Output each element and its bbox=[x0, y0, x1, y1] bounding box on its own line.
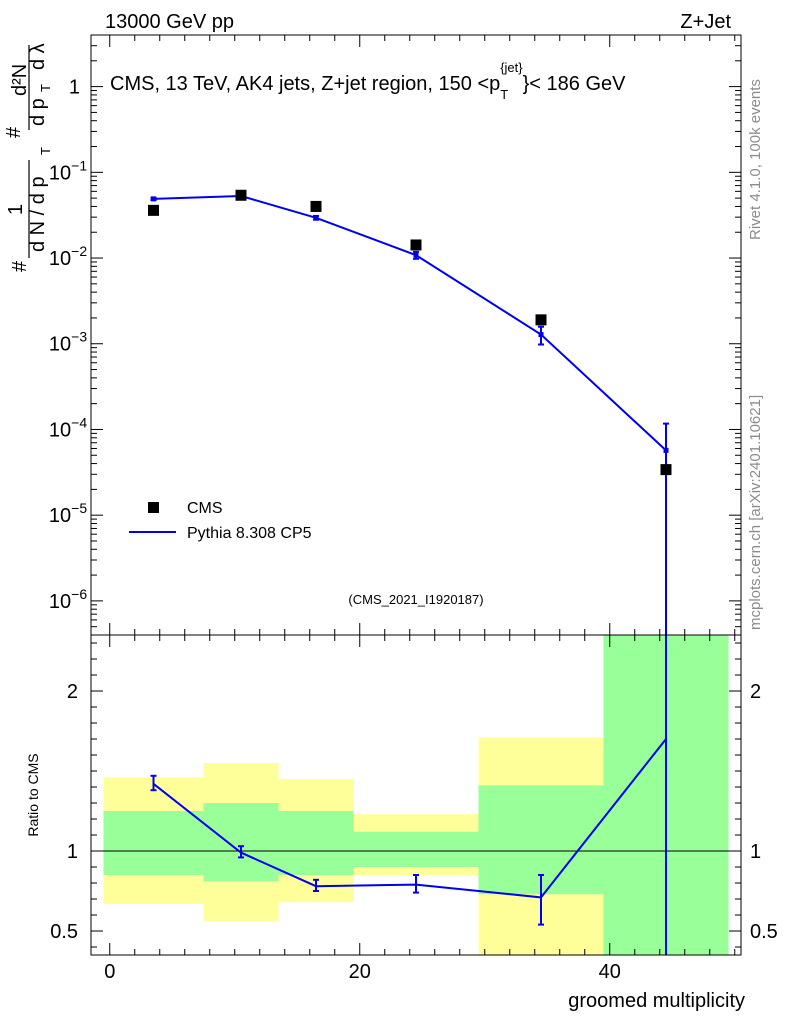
legend-label-cms: CMS bbox=[187, 500, 223, 517]
y-tick-label: 10−2 bbox=[49, 243, 87, 270]
plot-title: CMS, 13 TeV, AK4 jets, Z+jet region, 150… bbox=[110, 60, 626, 102]
y-tick-label: 1 bbox=[69, 77, 80, 99]
ratio-y-tick-label-left: 2 bbox=[67, 681, 78, 703]
analysis-watermark: (CMS_2021_I1920187) bbox=[348, 592, 483, 607]
process-label: Z+Jet bbox=[680, 11, 731, 33]
ratio-y-tick-label-right: 0.5 bbox=[750, 921, 778, 943]
uncertainty-band-green bbox=[278, 811, 354, 875]
legend-marker-cms bbox=[148, 502, 159, 513]
ratio-line bbox=[152, 738, 667, 899]
ratio-y-tick-label-right: 2 bbox=[750, 681, 761, 703]
ratio-y-tick-label-left: 1 bbox=[67, 841, 78, 863]
y-label-t2: T bbox=[38, 84, 53, 92]
pythia-point bbox=[313, 215, 319, 221]
uncertainty-band-green bbox=[103, 811, 204, 875]
energy-label: 13000 GeV pp bbox=[105, 11, 234, 33]
y-label-t1: T bbox=[38, 147, 53, 155]
mcplots-source-label: mcplots.cern.ch [arXiv:2401.10621] bbox=[747, 395, 764, 630]
ratio-y-tick-label-right: 1 bbox=[750, 841, 761, 863]
y-tick-label: 10−5 bbox=[49, 500, 87, 527]
y-label-hash-1: # bbox=[9, 260, 31, 272]
title-sub: T bbox=[500, 87, 508, 102]
pythia-point bbox=[413, 252, 419, 258]
legend: CMS Pythia 8.308 CP5 bbox=[129, 500, 312, 542]
title-main: CMS, 13 TeV, AK4 jets, Z+jet region, 150… bbox=[110, 73, 500, 95]
rivet-version-label: Rivet 4.1.0, 100k events bbox=[747, 79, 764, 240]
title-sup: {jet} bbox=[500, 60, 523, 75]
legend-label-pythia: Pythia 8.308 CP5 bbox=[187, 525, 312, 542]
y-tick-label: 10−1 bbox=[49, 157, 87, 184]
y-label-one: 1 bbox=[5, 204, 27, 215]
ratio-y-label: Ratio to CMS bbox=[25, 753, 41, 836]
y-tick-label: 10−3 bbox=[49, 329, 87, 356]
main-panel: 10−6 10−5 10−4 10−3 10−2 10−1 1 CMS, 13 TeV, A… bbox=[3, 34, 742, 636]
cms-point bbox=[148, 204, 159, 216]
y-label-dlambda: d λ bbox=[27, 43, 49, 70]
y-label-dpt: d p bbox=[27, 98, 49, 126]
uncertainty-band-green bbox=[203, 803, 279, 882]
uncertainty-band-green bbox=[353, 831, 479, 867]
y-label-hash-2: # bbox=[3, 126, 25, 138]
y-tick-label: 10−4 bbox=[49, 414, 87, 441]
cms-point bbox=[235, 189, 247, 201]
pythia-line bbox=[153, 194, 667, 452]
ratio-y-tick-label-left: 0.5 bbox=[50, 921, 78, 943]
x-tick-label: 0 bbox=[104, 961, 115, 983]
cms-point bbox=[310, 200, 322, 212]
cms-point bbox=[660, 464, 672, 476]
y-label-d2n: d²N bbox=[9, 64, 31, 96]
y-axis-label: # # 1 d N / d p T d²N d p T d λ bbox=[3, 43, 53, 272]
x-tick-label: 20 bbox=[349, 961, 371, 983]
pythia-point bbox=[663, 447, 669, 453]
ratio-panel: 0.5 0.5 1 1 2 2 0 20 40 Ratio to CMS groomed mu… bbox=[25, 634, 778, 1012]
cms-point bbox=[535, 314, 547, 326]
main-frame bbox=[90, 34, 742, 636]
pythia-point bbox=[538, 332, 544, 338]
ratio-frame bbox=[90, 634, 742, 956]
x-axis-label: groomed multiplicity bbox=[568, 990, 745, 1012]
cms-point bbox=[410, 239, 422, 251]
x-tick-label: 40 bbox=[599, 961, 621, 983]
y-label-dn-dpt: d N / d p bbox=[27, 176, 49, 252]
y-tick-label: 10−6 bbox=[49, 586, 87, 613]
title-end: }< 186 GeV bbox=[523, 73, 627, 95]
pythia-point bbox=[151, 196, 156, 202]
